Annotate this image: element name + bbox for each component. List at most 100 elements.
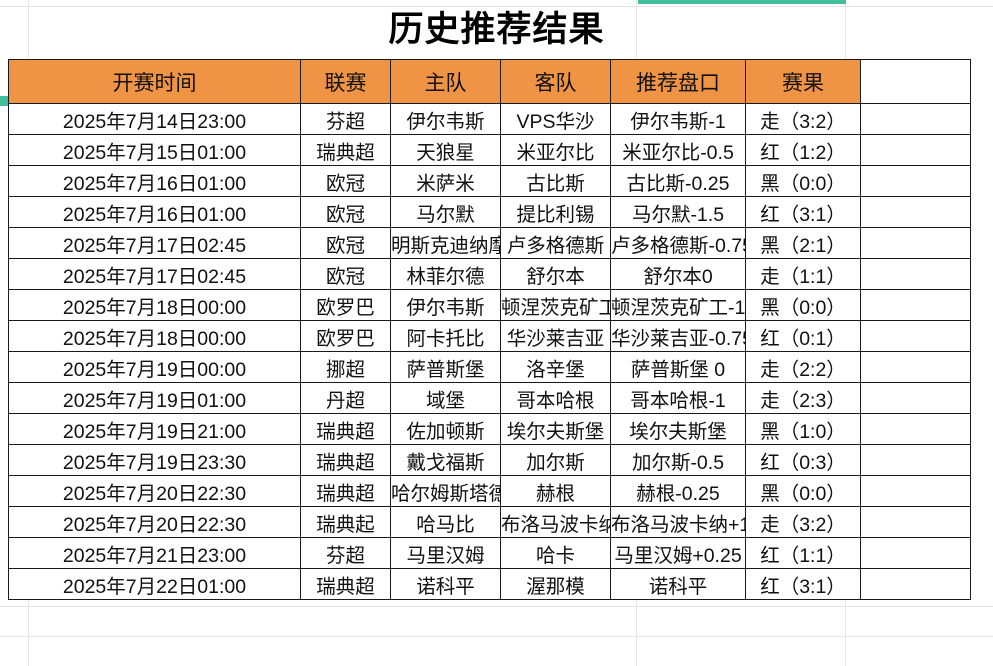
column-header-handicap: 推荐盘口 [610, 59, 746, 104]
cell-match-time: 2025年7月22日01:00 [8, 568, 301, 600]
top-green-accent-bar [638, 0, 846, 4]
cell-recommended-handicap: 布洛马波卡纳+1 [610, 506, 746, 538]
cell-recommended-handicap: 古比斯-0.25 [610, 165, 746, 197]
table-row: 2025年7月19日01:00 丹超 域堡 哥本哈根 哥本哈根-1 走（2:3） [8, 382, 971, 414]
cell-away-team: 卢多格德斯 [500, 227, 611, 259]
cell-match-time: 2025年7月17日02:45 [8, 258, 301, 290]
cell-league: 芬超 [300, 537, 391, 569]
cell-match-time: 2025年7月14日23:00 [8, 103, 301, 135]
cell-recommended-handicap: 伊尔韦斯-1 [610, 103, 746, 135]
cell-match-result: 红（0:3） [745, 444, 861, 476]
cell-home-team: 哈尔姆斯塔德 [390, 475, 501, 507]
cell-match-result: 黑（0:0） [745, 475, 861, 507]
cell-away-team: 华沙莱吉亚 [500, 320, 611, 352]
cell-trailing [860, 320, 971, 352]
table-row: 2025年7月16日01:00 欧冠 米萨米 古比斯 古比斯-0.25 黑（0:0） [8, 165, 971, 197]
cell-recommended-handicap: 舒尔本0 [610, 258, 746, 290]
cell-match-time: 2025年7月20日22:30 [8, 475, 301, 507]
table-row: 2025年7月18日00:00 欧罗巴 阿卡托比 华沙莱吉亚 华沙莱吉亚-0.75 红（0… [8, 320, 971, 352]
cell-recommended-handicap: 马尔默-1.5 [610, 196, 746, 228]
cell-match-time: 2025年7月19日01:00 [8, 382, 301, 414]
table-body: 2025年7月14日23:00 芬超 伊尔韦斯 VPS华沙 伊尔韦斯-1 走（3:2） 20… [8, 103, 971, 600]
cell-trailing [860, 506, 971, 538]
cell-match-result: 红（3:1） [745, 568, 861, 600]
cell-trailing [860, 165, 971, 197]
cell-match-result: 走（3:2） [745, 103, 861, 135]
cell-away-team: 古比斯 [500, 165, 611, 197]
cell-trailing [860, 351, 971, 383]
cell-away-team: 顿涅茨克矿工 [500, 289, 611, 321]
cell-trailing [860, 413, 971, 445]
cell-match-time: 2025年7月16日01:00 [8, 165, 301, 197]
cell-recommended-handicap: 赫根-0.25 [610, 475, 746, 507]
cell-home-team: 诺科平 [390, 568, 501, 600]
cell-recommended-handicap: 萨普斯堡 0 [610, 351, 746, 383]
table-row: 2025年7月22日01:00 瑞典超 诺科平 渥那模 诺科平 红（3:1） [8, 568, 971, 600]
table-row: 2025年7月19日21:00 瑞典超 佐加顿斯 埃尔夫斯堡 埃尔夫斯堡 黑（1:0） [8, 413, 971, 445]
cell-league: 芬超 [300, 103, 391, 135]
cell-trailing [860, 134, 971, 166]
cell-match-result: 走（3:2） [745, 506, 861, 538]
table-row: 2025年7月15日01:00 瑞典超 天狼星 米亚尔比 米亚尔比-0.5 红（1:2） [8, 134, 971, 166]
cell-away-team: 赫根 [500, 475, 611, 507]
cell-recommended-handicap: 顿涅茨克矿工-1.2 [610, 289, 746, 321]
cell-home-team: 萨普斯堡 [390, 351, 501, 383]
cell-match-result: 红（0:1） [745, 320, 861, 352]
page-title: 历史推荐结果 [388, 10, 605, 49]
cell-match-result: 黑（1:0） [745, 413, 861, 445]
cell-league: 欧罗巴 [300, 320, 391, 352]
table-header-row: 开赛时间 联赛 主队 客队 推荐盘口 赛果 [8, 59, 971, 104]
cell-away-team: 舒尔本 [500, 258, 611, 290]
cell-trailing [860, 227, 971, 259]
cell-home-team: 佐加顿斯 [390, 413, 501, 445]
cell-home-team: 哈马比 [390, 506, 501, 538]
cell-match-time: 2025年7月18日00:00 [8, 289, 301, 321]
cell-home-team: 林菲尔德 [390, 258, 501, 290]
cell-league: 瑞典起 [300, 506, 391, 538]
cell-match-result: 红（3:1） [745, 196, 861, 228]
cell-trailing [860, 382, 971, 414]
cell-match-time: 2025年7月20日22:30 [8, 506, 301, 538]
cell-home-team: 米萨米 [390, 165, 501, 197]
cell-match-time: 2025年7月15日01:00 [8, 134, 301, 166]
table-row: 2025年7月17日02:45 欧冠 明斯克迪纳摩 卢多格德斯 卢多格德斯-0.75 黑（… [8, 227, 971, 259]
column-header-trailing [860, 59, 971, 104]
cell-recommended-handicap: 诺科平 [610, 568, 746, 600]
cell-away-team: 哈卡 [500, 537, 611, 569]
cell-match-result: 走（1:1） [745, 258, 861, 290]
cell-match-result: 走（2:3） [745, 382, 861, 414]
table-row: 2025年7月20日22:30 瑞典起 哈马比 布洛马波卡纳 布洛马波卡纳+1 走（3:2… [8, 506, 971, 538]
table-row: 2025年7月19日23:30 瑞典超 戴戈福斯 加尔斯 加尔斯-0.5 红（0:3） [8, 444, 971, 476]
cell-trailing [860, 103, 971, 135]
cell-home-team: 伊尔韦斯 [390, 103, 501, 135]
cell-home-team: 明斯克迪纳摩 [390, 227, 501, 259]
cell-home-team: 阿卡托比 [390, 320, 501, 352]
cell-recommended-handicap: 华沙莱吉亚-0.75 [610, 320, 746, 352]
cell-recommended-handicap: 埃尔夫斯堡 [610, 413, 746, 445]
table-row: 2025年7月18日00:00欧罗巴伊尔韦斯顿涅茨克矿工顿涅茨克矿工-1.2黑（… [8, 289, 971, 321]
column-header-away: 客队 [500, 59, 611, 104]
cell-away-team: 米亚尔比 [500, 134, 611, 166]
column-header-league: 联赛 [300, 59, 391, 104]
cell-match-time: 2025年7月18日00:00 [8, 320, 301, 352]
cell-trailing [860, 475, 971, 507]
cell-match-time: 2025年7月19日21:00 [8, 413, 301, 445]
cell-league: 挪超 [300, 351, 391, 383]
cell-home-team: 戴戈福斯 [390, 444, 501, 476]
cell-match-result: 黑（0:0） [745, 289, 861, 321]
cell-away-team: 布洛马波卡纳 [500, 506, 611, 538]
cell-trailing [860, 537, 971, 569]
cell-recommended-handicap: 马里汉姆+0.25 [610, 537, 746, 569]
cell-away-team: VPS华沙 [500, 103, 611, 135]
cell-league: 瑞典超 [300, 568, 391, 600]
cell-away-team: 埃尔夫斯堡 [500, 413, 611, 445]
cell-league: 欧冠 [300, 258, 391, 290]
cell-league: 欧冠 [300, 227, 391, 259]
cell-home-team: 天狼星 [390, 134, 501, 166]
table-row: 2025年7月19日00:00 挪超 萨普斯堡 洛辛堡 萨普斯堡 0 走（2:2） [8, 351, 971, 383]
cell-home-team: 伊尔韦斯 [390, 289, 501, 321]
cell-recommended-handicap: 哥本哈根-1 [610, 382, 746, 414]
cell-away-team: 洛辛堡 [500, 351, 611, 383]
cell-trailing [860, 444, 971, 476]
column-header-time: 开赛时间 [8, 59, 301, 104]
